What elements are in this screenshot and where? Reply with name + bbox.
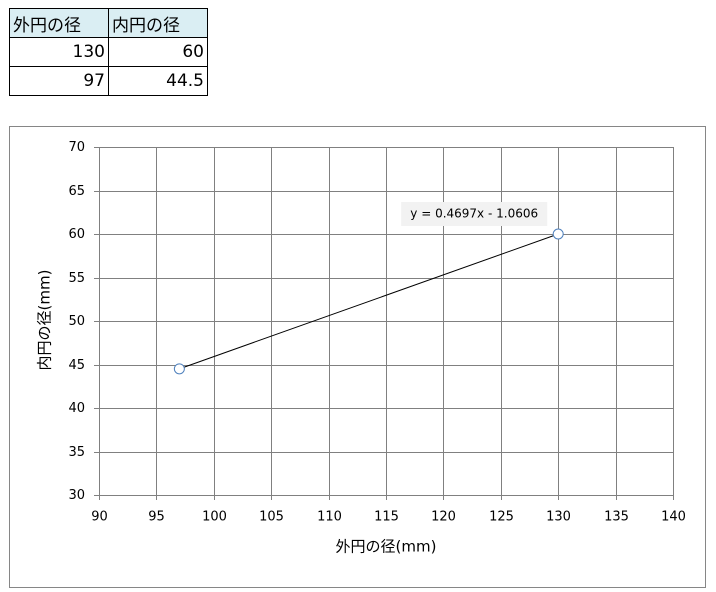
y-tick-label: 55 bbox=[68, 271, 85, 286]
series-line bbox=[179, 233, 559, 370]
x-tick-label: 120 bbox=[431, 510, 456, 525]
x-tick-label: 110 bbox=[317, 510, 342, 525]
x-tick-label: 130 bbox=[546, 510, 571, 525]
annotation: y = 0.4697x - 1.0606 bbox=[410, 207, 538, 221]
x-tick-label: 105 bbox=[259, 510, 284, 525]
x-tick-label: 95 bbox=[148, 510, 165, 525]
y-axis-title: 内円の径(mm) bbox=[36, 270, 54, 371]
header-cell: 内円の径 bbox=[108, 8, 208, 38]
data-table: 外円の径 内円の径 130 60 97 44.5 bbox=[9, 8, 208, 96]
point bbox=[552, 228, 564, 240]
row: 130 60 bbox=[9, 37, 208, 67]
y-tick-label: 65 bbox=[68, 184, 85, 199]
header-row: 外円の径 内円の径 bbox=[9, 8, 208, 38]
x-tick-label: 100 bbox=[202, 510, 227, 525]
x-tick-label: 90 bbox=[91, 510, 108, 525]
y-tick-label: 45 bbox=[68, 358, 85, 373]
y-tick-label: 40 bbox=[68, 401, 85, 416]
cell: 130 bbox=[9, 37, 109, 67]
x-axis-title: 外円の径(mm) bbox=[336, 538, 437, 556]
chart-area bbox=[9, 126, 706, 588]
cell: 60 bbox=[108, 37, 208, 67]
header-cell: 外円の径 bbox=[9, 8, 109, 38]
x-tick-label: 115 bbox=[374, 510, 399, 525]
point bbox=[173, 363, 185, 375]
x-tick-label: 140 bbox=[661, 510, 686, 525]
y-tick-label: 35 bbox=[68, 445, 85, 460]
y-tick-label: 70 bbox=[68, 140, 85, 155]
row: 97 44.5 bbox=[9, 66, 208, 96]
x-tick-label: 125 bbox=[489, 510, 514, 525]
x-tick-label: 135 bbox=[604, 510, 629, 525]
y-tick-label: 50 bbox=[68, 314, 85, 329]
y-tick-label: 60 bbox=[68, 227, 85, 242]
y-tick-label: 30 bbox=[68, 488, 85, 503]
annotation-box bbox=[401, 202, 548, 226]
cell: 44.5 bbox=[108, 66, 208, 96]
